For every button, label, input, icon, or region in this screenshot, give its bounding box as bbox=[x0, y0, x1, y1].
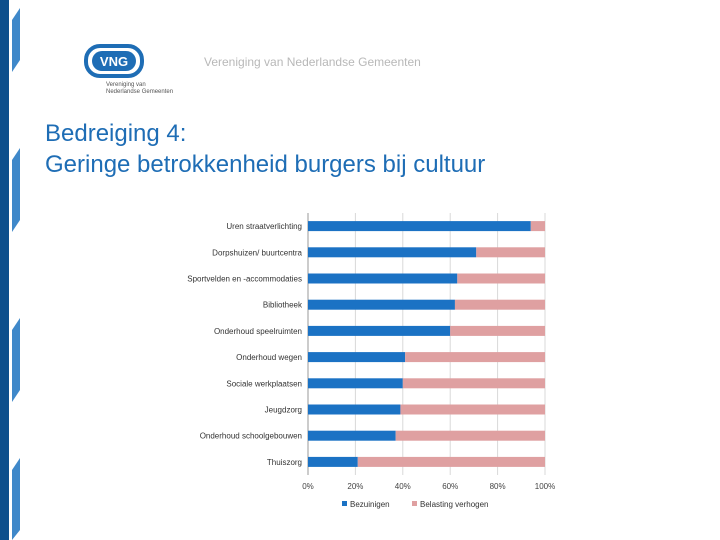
category-label: Jeugdzorg bbox=[265, 406, 302, 415]
bar-bezuinigen bbox=[308, 299, 455, 310]
bar-bezuinigen bbox=[308, 247, 477, 258]
category-label: Sociale werkplaatsen bbox=[226, 379, 302, 388]
stacked-bar-chart: 0% 20% 40% 60% 80% 100% Uren straatverlichting… bbox=[187, 213, 555, 509]
category-label: Sportvelden en -accommodaties bbox=[187, 275, 302, 284]
bar-belasting-verhogen bbox=[530, 221, 545, 232]
bar-belasting-verhogen bbox=[357, 456, 545, 467]
bar-bezuinigen bbox=[308, 352, 406, 363]
legend-swatch bbox=[412, 501, 417, 506]
category-label: Uren straatverlichting bbox=[226, 222, 302, 231]
category-label: Onderhoud wegen bbox=[236, 353, 302, 362]
x-tick-label: 60% bbox=[442, 482, 458, 491]
side-stripes-decoration bbox=[0, 0, 20, 540]
bar-belasting-verhogen bbox=[454, 299, 545, 310]
bar-bezuinigen bbox=[308, 221, 531, 232]
x-tick-label: 0% bbox=[302, 482, 314, 491]
x-tick-label: 40% bbox=[395, 482, 411, 491]
category-label: Bibliotheek bbox=[263, 301, 303, 310]
bar-belasting-verhogen bbox=[450, 325, 545, 336]
slide-title-line1: Bedreiging 4: bbox=[45, 120, 187, 147]
slide-title: Bedreiging 4: Geringe betrokkenheid burg… bbox=[45, 118, 485, 180]
bar-belasting-verhogen bbox=[457, 273, 545, 284]
vng-logo: VNG Vereniging van Nederlandse Gemeenten bbox=[84, 44, 173, 95]
x-tick-label: 20% bbox=[347, 482, 363, 491]
bar-bezuinigen bbox=[308, 430, 396, 441]
bar-bezuinigen bbox=[308, 273, 458, 284]
bar-bezuinigen bbox=[308, 378, 403, 389]
x-tick-label: 80% bbox=[490, 482, 506, 491]
category-label: Thuiszorg bbox=[267, 458, 302, 467]
category-label: Onderhoud speelruimten bbox=[214, 327, 302, 336]
logo-subtext-line1: Vereniging van bbox=[106, 82, 146, 88]
category-label: Onderhoud schoolgebouwen bbox=[200, 432, 302, 441]
legend-label: Belasting verhogen bbox=[420, 500, 489, 509]
legend-swatch bbox=[342, 501, 347, 506]
bar-bezuinigen bbox=[308, 325, 451, 336]
organization-name: Vereniging van Nederlandse Gemeenten bbox=[204, 55, 421, 69]
bar-belasting-verhogen bbox=[405, 352, 545, 363]
bar-belasting-verhogen bbox=[476, 247, 545, 258]
bar-belasting-verhogen bbox=[402, 378, 545, 389]
logo-subtext-line2: Nederlandse Gemeenten bbox=[106, 89, 173, 95]
bar-bezuinigen bbox=[308, 404, 401, 415]
slide-title-line2: Geringe betrokkenheid burgers bij cultuu… bbox=[45, 151, 486, 178]
category-label: Dorpshuizen/ buurtcentra bbox=[212, 248, 302, 257]
bar-belasting-verhogen bbox=[395, 430, 545, 441]
legend-label: Bezuinigen bbox=[350, 500, 390, 509]
bar-belasting-verhogen bbox=[400, 404, 545, 415]
logo-text: VNG bbox=[100, 54, 128, 69]
bar-bezuinigen bbox=[308, 456, 358, 467]
x-tick-label: 100% bbox=[535, 482, 555, 491]
